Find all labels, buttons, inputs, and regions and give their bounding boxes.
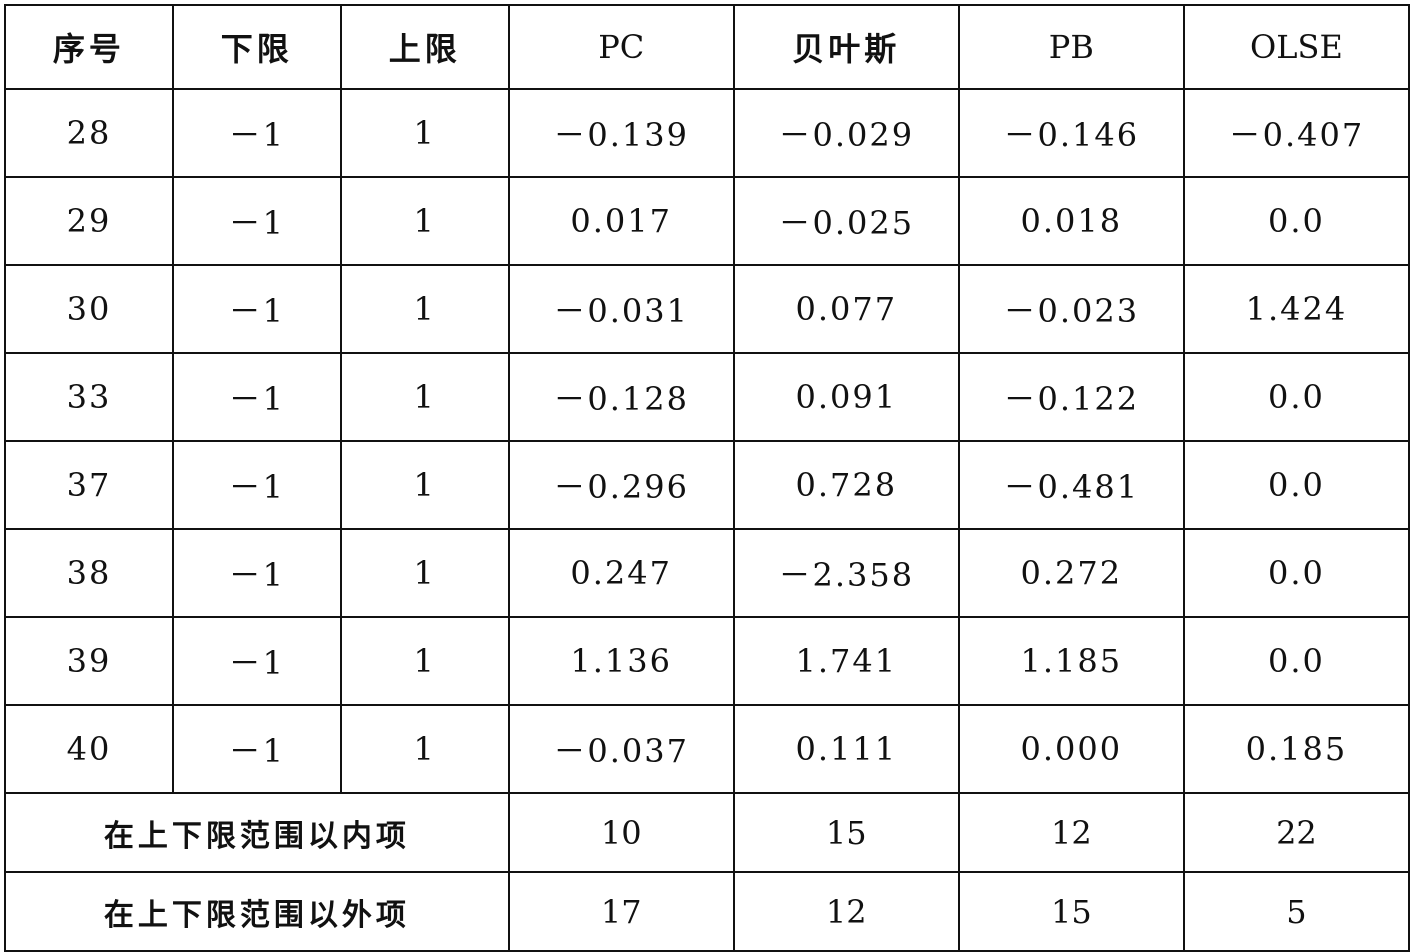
table-cell: 0.0 [1182,616,1411,706]
summary-label: 在上下限范围以外项 [4,871,510,952]
column-header: PC [507,4,735,90]
table-cell: 0.077 [732,264,960,354]
summary-value: 12 [732,871,960,952]
summary-value: 10 [507,792,735,873]
table-cell: 1.136 [507,616,735,706]
table-cell: 0.728 [732,440,960,530]
table-cell: －1 [171,352,342,442]
table-cell: 0.091 [732,352,960,442]
summary-value: 15 [732,792,960,873]
table-cell: 37 [4,440,174,530]
table-cell: －0.128 [507,352,735,442]
table-cell: 1 [339,616,510,706]
table-cell: 0.185 [1182,704,1411,794]
table-cell: 0.018 [957,176,1185,266]
table-cell: －0.029 [732,88,960,178]
table-cell: 1 [339,440,510,530]
table-cell: －0.025 [732,176,960,266]
table-cell: 0.017 [507,176,735,266]
table-cell: －1 [171,88,342,178]
table-cell: －0.146 [957,88,1185,178]
summary-value: 22 [1182,792,1411,873]
summary-value: 12 [957,792,1185,873]
table-row: 33 －1 1 －0.128 0.091 －0.122 0.0 [4,352,1411,442]
table-cell: －0.031 [507,264,735,354]
table-row: 28 －1 1 －0.139 －0.029 －0.146 －0.407 [4,88,1411,178]
table-cell: －1 [171,176,342,266]
table-cell: 1.424 [1182,264,1411,354]
table-cell: －0.122 [957,352,1185,442]
table-cell: 29 [4,176,174,266]
table-cell: 30 [4,264,174,354]
table-cell: 38 [4,528,174,618]
table-cell: 1 [339,704,510,794]
column-header: OLSE [1182,4,1411,90]
table-cell: 0.247 [507,528,735,618]
summary-row: 在上下限范围以内项 10 15 12 22 [4,792,1411,873]
table-cell: 0.0 [1182,440,1411,530]
table-cell: －1 [171,264,342,354]
table-cell: 40 [4,704,174,794]
table-cell: 1 [339,88,510,178]
column-header: 上限 [339,4,510,90]
table-row: 37 －1 1 －0.296 0.728 －0.481 0.0 [4,440,1411,530]
column-header: 序号 [4,4,174,90]
table-cell: 39 [4,616,174,706]
table-row: 38 －1 1 0.247 －2.358 0.272 0.0 [4,528,1411,618]
summary-value: 15 [957,871,1185,952]
table-cell: 1.741 [732,616,960,706]
table-cell: 0.0 [1182,352,1411,442]
table-cell: 0.000 [957,704,1185,794]
table-cell: 0.0 [1182,176,1411,266]
table-row: 39 －1 1 1.136 1.741 1.185 0.0 [4,616,1411,706]
table-cell: －1 [171,704,342,794]
table-cell: －1 [171,528,342,618]
table-row: 30 －1 1 －0.031 0.077 －0.023 1.424 [4,264,1411,354]
table-cell: 28 [4,88,174,178]
summary-value: 5 [1182,871,1411,952]
column-header: PB [957,4,1185,90]
table-cell: －2.358 [732,528,960,618]
table-cell: 33 [4,352,174,442]
table-cell: －0.023 [957,264,1185,354]
summary-label: 在上下限范围以内项 [4,792,510,873]
column-header: 下限 [171,4,342,90]
table-cell: －0.296 [507,440,735,530]
header-row: 序号 下限 上限 PC 贝叶斯 PB OLSE [4,4,1411,90]
table-cell: －1 [171,440,342,530]
table-cell: －0.037 [507,704,735,794]
table-cell: 1 [339,264,510,354]
table-row: 40 －1 1 －0.037 0.111 0.000 0.185 [4,704,1411,794]
results-table: 序号 下限 上限 PC 贝叶斯 PB OLSE 28 －1 1 －0.139 －0.029 －0.146… [4,4,1411,952]
summary-value: 17 [507,871,735,952]
table-cell: 0.111 [732,704,960,794]
table-cell: 0.272 [957,528,1185,618]
table-cell: －0.139 [507,88,735,178]
table-cell: －0.481 [957,440,1185,530]
table-cell: 1.185 [957,616,1185,706]
table-cell: 0.0 [1182,528,1411,618]
summary-row: 在上下限范围以外项 17 12 15 5 [4,871,1411,952]
table-cell: 1 [339,176,510,266]
table-cell: －1 [171,616,342,706]
table-cell: －0.407 [1182,88,1411,178]
table-cell: 1 [339,352,510,442]
column-header: 贝叶斯 [732,4,960,90]
table-cell: 1 [339,528,510,618]
table-row: 29 －1 1 0.017 －0.025 0.018 0.0 [4,176,1411,266]
